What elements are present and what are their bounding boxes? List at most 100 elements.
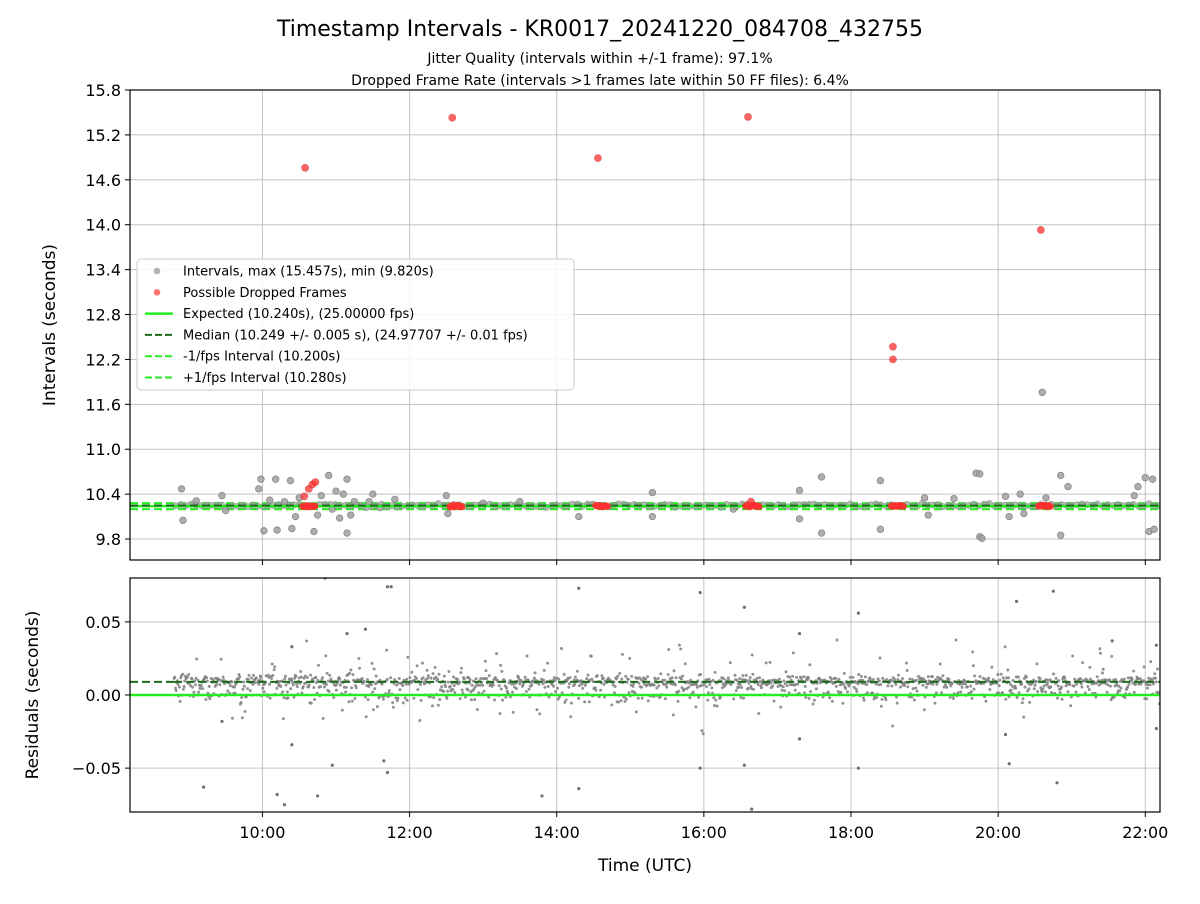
residual-point-754 xyxy=(671,713,675,717)
residual-point-204 xyxy=(307,683,311,687)
residual-outlier-30 xyxy=(1055,781,1059,785)
bottom-xtick-label-4: 18:00 xyxy=(828,823,874,842)
residual-point-225 xyxy=(321,716,325,720)
residual-point-625 xyxy=(586,673,590,677)
interval-point-outlier-58 xyxy=(1042,494,1050,502)
dropped-point-10 xyxy=(311,478,320,487)
residual-point-300 xyxy=(371,690,375,694)
legend-label-1: Possible Dropped Frames xyxy=(183,286,347,301)
residual-point-171 xyxy=(285,690,289,694)
residual-point-1340 xyxy=(1059,685,1063,689)
residual-point-1450 xyxy=(1132,690,1136,694)
residual-outlier-5 xyxy=(290,645,294,649)
residual-point-796 xyxy=(699,684,703,688)
residual-outlier-19 xyxy=(742,763,746,767)
residual-point-350 xyxy=(404,682,408,686)
residual-point-681 xyxy=(623,699,627,703)
residual-point-1428 xyxy=(1118,689,1122,693)
residual-point-1291 xyxy=(1027,687,1031,691)
residual-point-1114 xyxy=(910,695,914,699)
residual-point-336 xyxy=(395,683,399,687)
residual-point-772 xyxy=(683,662,687,666)
residual-point-1033 xyxy=(856,682,860,686)
residual-point-900 xyxy=(768,660,772,664)
interval-point-outlier-27 xyxy=(350,497,359,506)
residual-point-1394 xyxy=(1095,675,1099,679)
residual-point-517 xyxy=(514,687,518,691)
residual-point-345 xyxy=(401,684,405,688)
residual-point-731 xyxy=(656,677,660,681)
residuals-panel: 10:00 12:00 14:00 16:00 18:00 20:00 22:00 −0.05… xyxy=(72,577,1168,842)
residual-point-744 xyxy=(665,685,669,689)
residual-point-788 xyxy=(694,705,698,709)
residual-point-1470 xyxy=(1145,686,1149,690)
residual-point-434 xyxy=(460,666,464,670)
residual-point-428 xyxy=(456,677,460,681)
residual-point-806 xyxy=(706,698,710,702)
bottom-xtick-label-3: 16:00 xyxy=(681,823,727,842)
residual-point-947 xyxy=(799,676,803,680)
residual-point-8 xyxy=(177,685,181,689)
residual-point-264 xyxy=(347,700,351,704)
dropped-point-6 xyxy=(1036,226,1045,234)
residual-point-1173 xyxy=(949,684,953,688)
residual-point-616 xyxy=(580,682,584,686)
residual-point-231 xyxy=(325,671,329,675)
residual-point-290 xyxy=(364,715,368,719)
residual-point-875 xyxy=(752,687,756,691)
residual-point-64 xyxy=(215,683,219,687)
bottom-xtick-label-6: 22:00 xyxy=(1122,823,1168,842)
residual-point-493 xyxy=(499,663,503,667)
residual-point-438 xyxy=(462,677,466,681)
residual-point-338 xyxy=(396,696,400,700)
residual-point-596 xyxy=(567,685,571,689)
residual-point-860 xyxy=(742,696,746,700)
residual-point-1177 xyxy=(951,696,955,700)
residual-point-1244 xyxy=(996,672,1000,676)
residual-point-1246 xyxy=(997,684,1001,688)
residual-point-938 xyxy=(793,688,797,692)
residual-point-91 xyxy=(232,685,236,689)
top-ytick-label-0: 9.8 xyxy=(96,530,121,549)
residual-point-812 xyxy=(710,686,714,690)
residual-point-688 xyxy=(628,656,632,660)
residual-point-1151 xyxy=(934,691,938,695)
top-ytick-label-2: 11.0 xyxy=(85,440,121,459)
residual-point-993 xyxy=(830,677,834,681)
residual-outlier-3 xyxy=(282,803,287,807)
residual-outlier-28 xyxy=(1014,599,1019,604)
legend-marker-0 xyxy=(153,267,161,275)
residual-outlier-12 xyxy=(385,585,390,589)
legend-box xyxy=(136,258,575,391)
residual-point-648 xyxy=(601,676,605,680)
residual-point-732 xyxy=(657,684,661,688)
residual-point-375 xyxy=(420,661,424,665)
residual-point-1276 xyxy=(1017,691,1021,695)
residual-point-115 xyxy=(248,689,252,693)
residual-point-540 xyxy=(530,683,534,687)
bottom-ytick-label-1: 0.00 xyxy=(85,686,121,705)
residual-point-398 xyxy=(436,677,440,681)
residual-point-779 xyxy=(688,696,692,700)
residual-point-1111 xyxy=(908,677,912,681)
legend-label-2: Expected (10.240s), (25.00000 fps) xyxy=(183,307,414,322)
residual-point-495 xyxy=(500,669,504,673)
residual-point-482 xyxy=(491,683,495,687)
residual-point-952 xyxy=(803,691,807,695)
residual-point-1011 xyxy=(842,682,846,686)
residual-point-1030 xyxy=(854,687,858,691)
residual-point-214 xyxy=(314,676,318,680)
residual-point-1038 xyxy=(859,674,863,678)
interval-point-outlier-56 xyxy=(1020,509,1028,518)
residual-point-316 xyxy=(381,697,385,701)
residual-point-235 xyxy=(328,673,332,677)
residual-point-1360 xyxy=(1073,677,1077,681)
residual-point-144 xyxy=(267,682,271,686)
residual-point-854 xyxy=(738,677,742,681)
residual-point-215 xyxy=(315,681,319,685)
interval-point-outlier-23 xyxy=(339,490,348,498)
residual-point-456 xyxy=(474,677,478,681)
residual-point-172 xyxy=(286,696,290,700)
residual-point-1208 xyxy=(972,687,976,691)
residual-point-165 xyxy=(281,717,285,721)
